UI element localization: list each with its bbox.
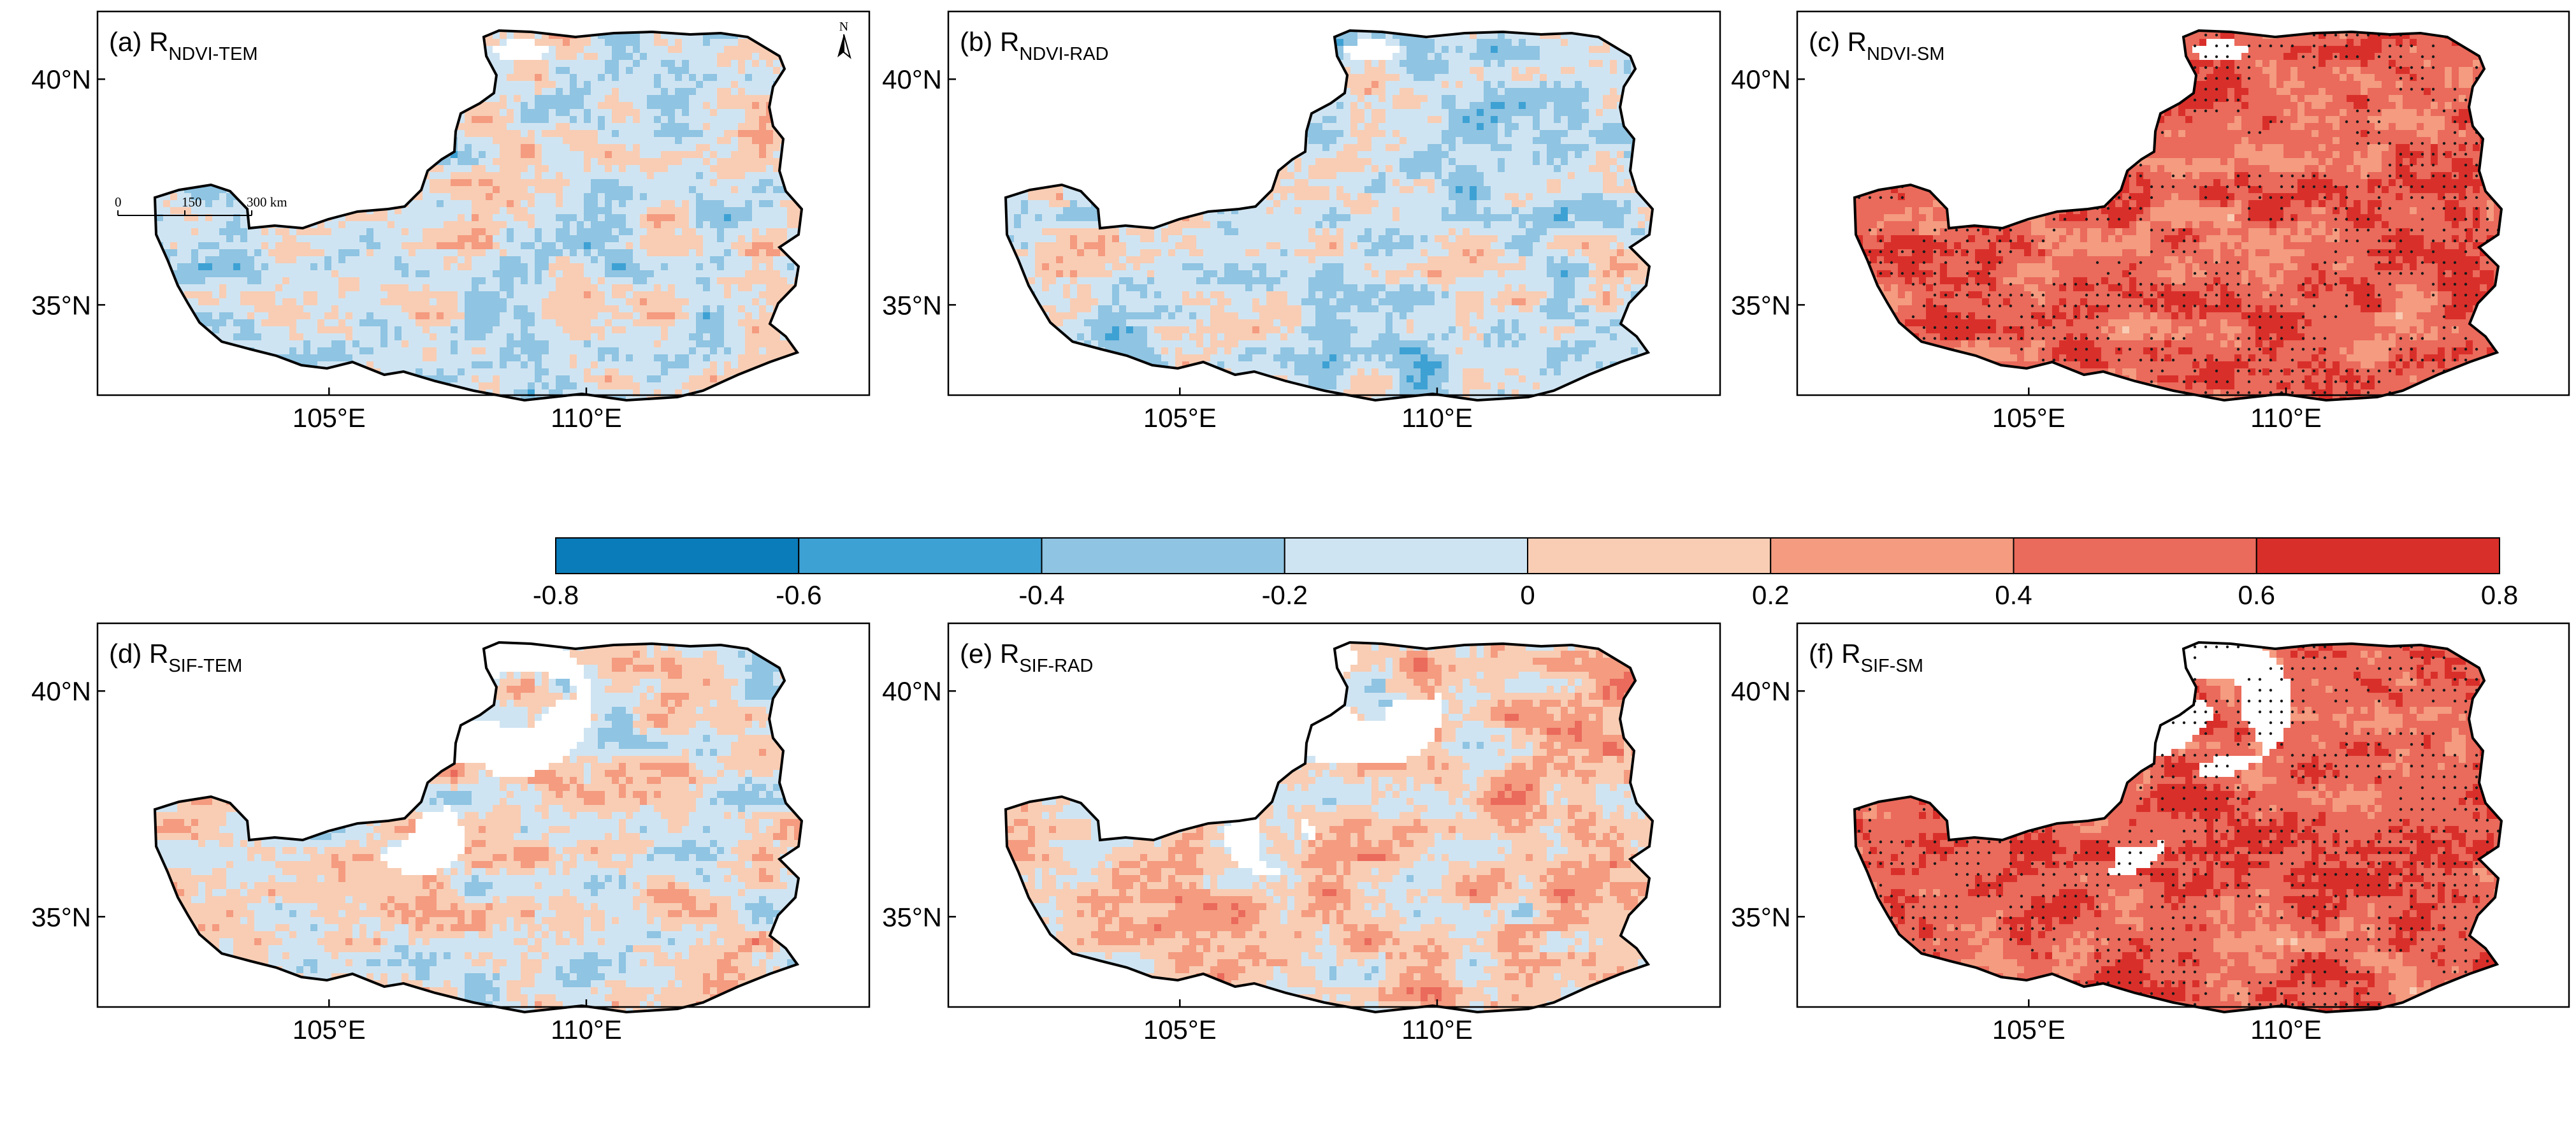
panel-title: (d) RSIF-TEM xyxy=(109,639,242,676)
panel-title: (c) RNDVI-SM xyxy=(1809,27,1944,64)
panel-title-prefix: (f) R xyxy=(1809,639,1861,669)
panel-title-prefix: (d) R xyxy=(109,639,168,669)
colorbar-segment xyxy=(555,537,800,574)
map-panel-e: 40°N 35°N 105°E 110°E (e) RSIF-RAD xyxy=(882,622,1721,1045)
lat-tick-label: 35°N xyxy=(882,290,942,320)
panel-title-subscript: SIF-SM xyxy=(1861,656,1923,676)
lon-tick-label: 105°E xyxy=(1143,1015,1217,1045)
panel-title-subscript: NDVI-TEM xyxy=(168,44,257,64)
map-panel-b: 40°N 35°N 105°E 110°E (b) RNDVI-RAD xyxy=(882,10,1721,433)
panel-title-prefix: (c) R xyxy=(1809,27,1867,57)
colorbar-tick-label: 0.8 xyxy=(2481,580,2518,610)
lon-tick-label: 110°E xyxy=(2250,403,2322,433)
colorbar-tick-label: 0 xyxy=(1520,580,1535,610)
colorbar-segment xyxy=(2255,537,2500,574)
panel-title: (a) RNDVI-TEM xyxy=(109,27,258,64)
north-arrow-label: N xyxy=(839,20,848,34)
lat-tick-label: 40°N xyxy=(882,676,942,706)
lat-tick-label: 40°N xyxy=(31,64,91,94)
lon-tick-label: 110°E xyxy=(1401,403,1473,433)
colorbar-tick-label: 0.6 xyxy=(2238,580,2275,610)
colorbar-segment xyxy=(1527,537,1772,574)
panel-title-subscript: SIF-TEM xyxy=(168,656,242,676)
lon-tick-label: 105°E xyxy=(1143,403,1217,433)
lat-tick-label: 35°N xyxy=(1731,902,1791,932)
correlation-field xyxy=(1855,642,2501,1012)
correlation-field xyxy=(155,642,802,1012)
map-panels: 40°N 35°N 105°E 110°E (a) RNDVI-TEM 0 150 300 k… xyxy=(31,10,2570,1045)
correlation-field xyxy=(1006,31,1653,400)
colorbar-segment xyxy=(1041,537,1285,574)
scale-bar: 0 150 300 km xyxy=(115,194,287,216)
colorbar: -0.8 -0.6 -0.4 -0.2 0 0.2 0.4 0.6 0.8 xyxy=(533,537,2518,610)
colorbar-tick-label: -0.8 xyxy=(533,580,579,610)
scale-bar-label: 0 xyxy=(115,194,122,210)
map-panel-a: 40°N 35°N 105°E 110°E (a) RNDVI-TEM 0 150 300 k… xyxy=(31,10,871,433)
colorbar-tick-labels: -0.8 -0.6 -0.4 -0.2 0 0.2 0.4 0.6 0.8 xyxy=(533,580,2518,610)
lat-tick-label: 40°N xyxy=(882,64,942,94)
lon-tick-label: 110°E xyxy=(551,403,622,433)
colorbar-segment xyxy=(798,537,1043,574)
north-arrow-icon: N xyxy=(837,20,851,59)
colorbar-segment xyxy=(1284,537,1528,574)
colorbar-tick-label: 0.2 xyxy=(1752,580,1789,610)
map-panel-c: 40°N 35°N 105°E 110°E (c) RNDVI-SM xyxy=(1731,10,2570,433)
map-panel-f: 40°N 35°N 105°E 110°E (f) RSIF-SM xyxy=(1731,622,2570,1045)
panel-title: (e) RSIF-RAD xyxy=(960,639,1093,676)
panel-title-subscript: NDVI-SM xyxy=(1867,44,1944,64)
lon-tick-label: 105°E xyxy=(293,403,366,433)
colorbar-segment xyxy=(1770,537,2015,574)
scale-bar-label: 300 km xyxy=(247,194,287,210)
colorbar-tick-label: -0.6 xyxy=(776,580,821,610)
lat-tick-label: 35°N xyxy=(31,902,91,932)
lat-tick-label: 40°N xyxy=(31,676,91,706)
panel-title-subscript: NDVI-RAD xyxy=(1019,44,1108,64)
correlation-field xyxy=(1855,31,2501,400)
panel-title-prefix: (b) R xyxy=(960,27,1019,57)
map-panel-d: 40°N 35°N 105°E 110°E (d) RSIF-TEM xyxy=(31,622,871,1045)
axes-frame xyxy=(1796,622,2570,1008)
colorbar-segments xyxy=(555,537,2500,574)
lat-tick-label: 35°N xyxy=(1731,290,1791,320)
panel-title-prefix: (e) R xyxy=(960,639,1019,669)
panel-title: (b) RNDVI-RAD xyxy=(960,27,1109,64)
correlation-field xyxy=(1006,642,1653,1012)
colorbar-tick-label: -0.4 xyxy=(1018,580,1064,610)
colorbar-segment xyxy=(2013,537,2257,574)
lat-tick-label: 40°N xyxy=(1731,64,1791,94)
panel-title-subscript: SIF-RAD xyxy=(1019,656,1093,676)
lat-tick-label: 35°N xyxy=(882,902,942,932)
axes-frame xyxy=(947,10,1721,396)
lat-tick-label: 40°N xyxy=(1731,676,1791,706)
lon-tick-label: 105°E xyxy=(1992,1015,2066,1045)
colorbar-tick-label: -0.2 xyxy=(1262,580,1308,610)
panel-title-prefix: (a) R xyxy=(109,27,168,57)
lon-tick-label: 110°E xyxy=(2250,1015,2322,1045)
axes-frame xyxy=(96,10,871,396)
panel-title: (f) RSIF-SM xyxy=(1809,639,1923,676)
lon-tick-label: 110°E xyxy=(1401,1015,1473,1045)
colorbar-tick-label: 0.4 xyxy=(1995,580,2032,610)
lat-tick-label: 35°N xyxy=(31,290,91,320)
correlation-field xyxy=(155,31,802,400)
lon-tick-label: 105°E xyxy=(293,1015,366,1045)
scale-bar-label: 150 xyxy=(182,194,202,210)
lon-tick-label: 110°E xyxy=(551,1015,622,1045)
lon-tick-label: 105°E xyxy=(1992,403,2066,433)
axes-frame xyxy=(96,622,871,1008)
axes-frame xyxy=(1796,10,2570,396)
axes-frame xyxy=(947,622,1721,1008)
